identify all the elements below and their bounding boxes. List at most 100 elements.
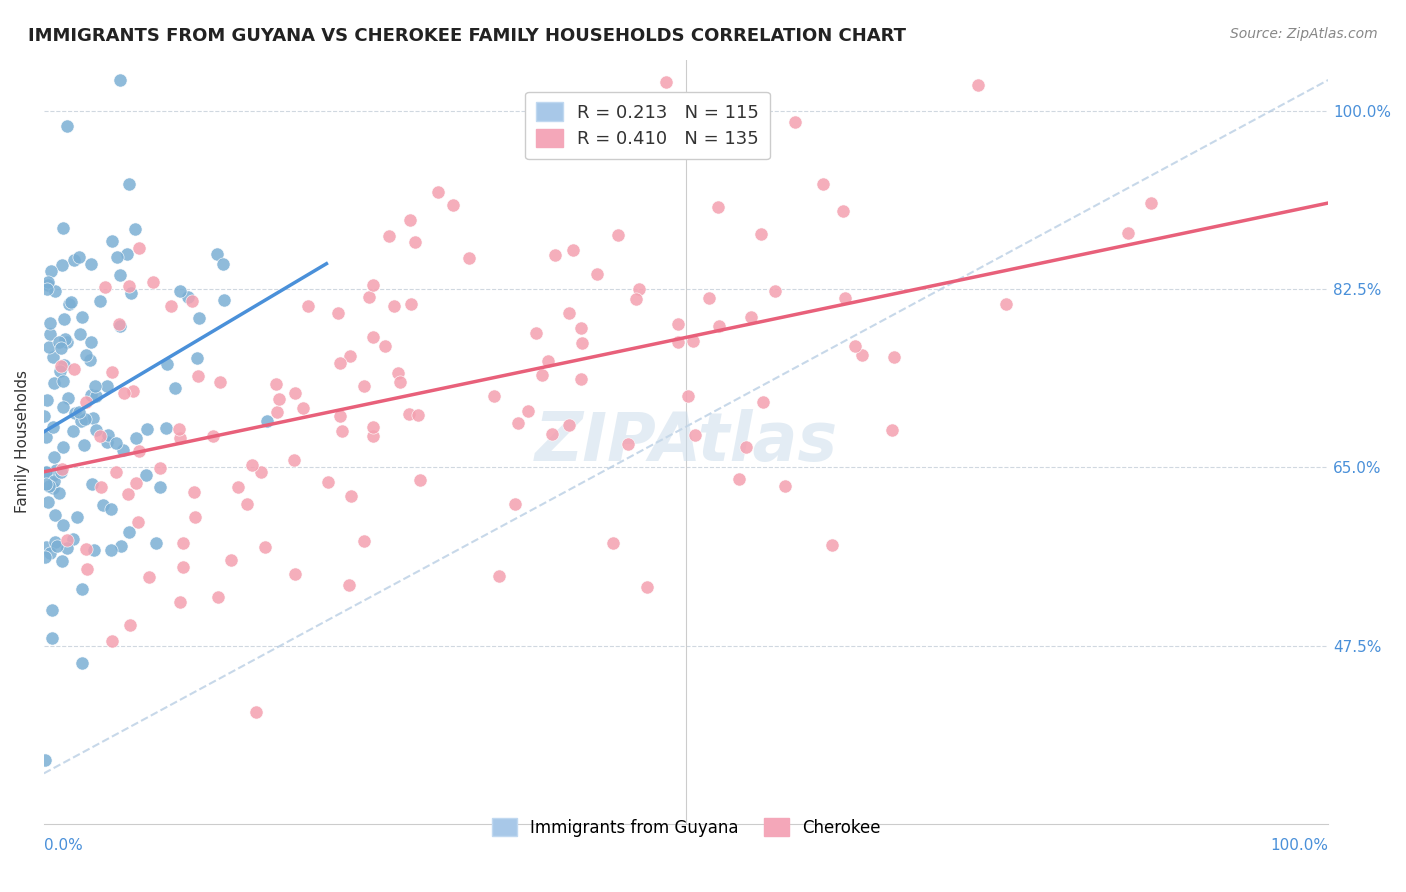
Point xyxy=(326,306,349,320)
Point xyxy=(73,438,96,452)
Point xyxy=(388,375,411,389)
Point xyxy=(66,509,89,524)
Text: 0.0%: 0.0% xyxy=(44,838,83,853)
Point xyxy=(38,340,60,354)
Point xyxy=(666,334,689,349)
Point xyxy=(84,389,107,403)
Point xyxy=(187,368,209,383)
Point xyxy=(697,291,720,305)
Point xyxy=(84,379,107,393)
Point xyxy=(256,414,278,428)
Point xyxy=(212,257,235,271)
Point xyxy=(169,284,191,298)
Point xyxy=(44,376,66,390)
Point xyxy=(89,293,111,308)
Point xyxy=(458,251,481,265)
Point xyxy=(205,246,228,260)
Point xyxy=(169,595,191,609)
Point xyxy=(56,533,79,547)
Point xyxy=(655,75,678,89)
Point xyxy=(169,431,191,445)
Point xyxy=(558,306,581,320)
Point xyxy=(359,290,381,304)
Point xyxy=(141,275,163,289)
Point xyxy=(90,480,112,494)
Point xyxy=(52,440,75,454)
Point xyxy=(728,472,751,486)
Point xyxy=(374,339,396,353)
Point xyxy=(49,364,72,378)
Point xyxy=(52,220,75,235)
Point xyxy=(441,198,464,212)
Point xyxy=(45,463,67,477)
Point xyxy=(37,282,59,296)
Point xyxy=(127,515,149,529)
Point xyxy=(96,379,118,393)
Point xyxy=(226,479,249,493)
Point xyxy=(571,336,593,351)
Point xyxy=(124,476,146,491)
Point xyxy=(44,474,66,488)
Point xyxy=(38,316,60,330)
Point xyxy=(531,368,554,383)
Point xyxy=(851,348,873,362)
Point xyxy=(844,339,866,353)
Point xyxy=(44,508,66,522)
Point xyxy=(181,294,204,309)
Point xyxy=(75,541,97,556)
Point xyxy=(100,634,122,648)
Point xyxy=(339,349,361,363)
Point xyxy=(48,486,70,500)
Point xyxy=(361,278,384,293)
Point xyxy=(120,285,142,300)
Point xyxy=(63,406,86,420)
Point xyxy=(70,582,93,597)
Point xyxy=(35,465,58,479)
Point xyxy=(706,200,728,214)
Point xyxy=(101,365,124,379)
Point xyxy=(67,405,90,419)
Point xyxy=(41,351,63,365)
Point xyxy=(409,473,432,487)
Point xyxy=(108,73,131,87)
Point xyxy=(297,299,319,313)
Point xyxy=(291,401,314,415)
Point xyxy=(517,404,540,418)
Point xyxy=(108,268,131,282)
Point xyxy=(880,423,903,437)
Point xyxy=(55,335,77,350)
Point xyxy=(749,227,772,241)
Point xyxy=(361,419,384,434)
Point xyxy=(156,357,179,371)
Point xyxy=(83,542,105,557)
Point xyxy=(269,392,291,406)
Point xyxy=(124,431,146,445)
Point xyxy=(124,221,146,235)
Point xyxy=(682,334,704,348)
Point xyxy=(1118,226,1140,240)
Point xyxy=(149,461,172,475)
Point xyxy=(337,578,360,592)
Point xyxy=(118,278,141,293)
Point xyxy=(58,296,80,310)
Point xyxy=(995,297,1018,311)
Point xyxy=(524,326,547,341)
Point xyxy=(585,267,607,281)
Point xyxy=(37,278,59,293)
Point xyxy=(91,498,114,512)
Point xyxy=(53,358,76,372)
Point xyxy=(117,486,139,500)
Point xyxy=(39,264,62,278)
Point xyxy=(70,414,93,428)
Point xyxy=(399,213,422,227)
Point xyxy=(35,466,58,480)
Point xyxy=(79,352,101,367)
Point xyxy=(734,440,756,454)
Point xyxy=(51,341,73,355)
Point xyxy=(128,444,150,458)
Point xyxy=(80,335,103,350)
Point xyxy=(100,543,122,558)
Point xyxy=(201,428,224,442)
Point xyxy=(283,453,305,467)
Point xyxy=(569,320,592,334)
